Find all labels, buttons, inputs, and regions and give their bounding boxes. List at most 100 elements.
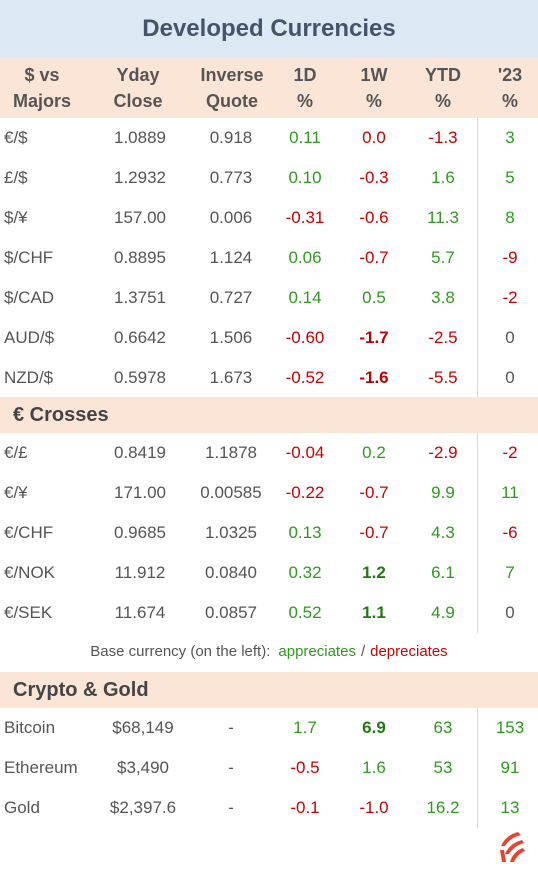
cell-y23: 5	[505, 168, 515, 187]
cell-pair: €/NOK	[4, 563, 56, 582]
col-header-ytd: YTD %	[418, 64, 468, 112]
cell-w1: 0.5	[362, 288, 386, 307]
cell-d1: -0.04	[285, 443, 325, 462]
col-header-ytd-line2: %	[434, 91, 451, 111]
cell-d1: -0.22	[285, 483, 325, 502]
cell-close: $68,149	[112, 718, 174, 737]
cell-ytd: 3.8	[431, 288, 455, 307]
cell-d1: 0.10	[288, 168, 322, 187]
cell-close: $2,397.6	[109, 798, 177, 817]
cell-pair: Ethereum	[4, 758, 78, 777]
col-header-2023-line1: '23	[497, 65, 523, 85]
title-bar: Developed Currencies	[0, 0, 538, 58]
cell-inverse: 0.918	[209, 128, 253, 147]
cell-w1: 6.9	[362, 718, 386, 737]
cell-pair: Bitcoin	[4, 718, 56, 737]
cell-y23: 13	[500, 798, 520, 817]
cell-close: $3,490	[117, 758, 169, 777]
table-row: €/SEK 11.674 0.0857 0.52 1.1 4.9 0	[0, 593, 538, 633]
cell-w1: -0.3	[359, 168, 389, 187]
cell-close: 1.0889	[114, 128, 166, 147]
cell-w1: -0.7	[359, 483, 389, 502]
cell-w1: 0.2	[362, 443, 386, 462]
col-header-yday-line1: Yday	[116, 65, 160, 85]
cell-pair: €/SEK	[4, 603, 53, 622]
cell-w1: 1.2	[362, 563, 386, 582]
cell-close: 0.6642	[114, 328, 166, 347]
cell-ytd: 16.2	[426, 798, 460, 817]
cell-w1: -1.0	[359, 798, 389, 817]
table-row: €/$ 1.0889 0.918 0.11 0.0 -1.3 3	[0, 118, 538, 158]
cell-ytd: 9.9	[431, 483, 455, 502]
col-header-1w-line1: 1W	[360, 65, 388, 85]
col-header-1d-line1: 1D	[293, 65, 317, 85]
color-legend: Base currency (on the left): appreciates…	[0, 636, 538, 666]
col-header-inverse-line2: Quote	[206, 91, 258, 111]
table-row: €/NOK 11.912 0.0840 0.32 1.2 6.1 7	[0, 553, 538, 593]
cell-y23: -6	[502, 523, 518, 542]
cell-d1: 1.7	[293, 718, 317, 737]
cell-w1: -0.7	[359, 523, 389, 542]
cell-d1: -0.1	[290, 798, 320, 817]
legend-depreciates: depreciates	[370, 642, 448, 660]
table-row: NZD/$ 0.5978 1.673 -0.52 -1.6 -5.5 0	[0, 358, 538, 398]
legend-appreciates: appreciates	[278, 642, 356, 660]
cell-pair: $/CHF	[4, 248, 54, 267]
table-row: $/¥ 157.00 0.006 -0.31 -0.6 11.3 8	[0, 198, 538, 238]
crypto-section-title: Crypto & Gold	[13, 678, 149, 701]
cell-d1: 0.52	[288, 603, 322, 622]
cell-y23: -2	[502, 443, 518, 462]
cell-ytd: -2.5	[428, 328, 458, 347]
cell-close: 0.9685	[114, 523, 166, 542]
cell-inverse: 0.0840	[205, 563, 257, 582]
cell-pair: $/CAD	[4, 288, 55, 307]
cell-y23: 11	[501, 483, 519, 502]
legend-separator: /	[360, 642, 366, 660]
table-row: AUD/$ 0.6642 1.506 -0.60 -1.7 -2.5 0	[0, 318, 538, 358]
cell-w1: 1.6	[362, 758, 386, 777]
col-header-2023: '23 %	[488, 64, 532, 112]
cell-inverse: -	[228, 758, 234, 777]
cell-close: 157.00	[114, 208, 166, 227]
cell-close: 1.3751	[114, 288, 166, 307]
table-row: Ethereum $3,490 - -0.5 1.6 53 91	[0, 748, 538, 788]
col-header-1d-line2: %	[296, 91, 313, 111]
cell-w1: 0.0	[362, 128, 386, 147]
cell-d1: 0.14	[288, 288, 322, 307]
cell-inverse: 0.006	[209, 208, 253, 227]
legend-text: Base currency (on the left):	[90, 642, 271, 660]
cell-ytd: -1.3	[428, 128, 458, 147]
table-row: £/$ 1.2932 0.773 0.10 -0.3 1.6 5	[0, 158, 538, 198]
cell-ytd: -5.5	[428, 368, 458, 387]
cell-inverse: -	[228, 718, 234, 737]
col-header-pair: $ vs Majors	[4, 64, 80, 112]
cell-d1: -0.5	[290, 758, 320, 777]
cell-inverse: 1.0325	[205, 523, 257, 542]
cell-w1: 1.1	[362, 603, 386, 622]
cell-close: 171.00	[114, 483, 166, 502]
cell-ytd: 63	[433, 718, 453, 737]
cell-ytd: 53	[433, 758, 453, 777]
cell-inverse: -	[228, 798, 234, 817]
cell-d1: 0.06	[288, 248, 322, 267]
col-header-yday: Yday Close	[104, 64, 172, 112]
cell-d1: -0.60	[285, 328, 325, 347]
cell-pair: €/¥	[4, 483, 28, 502]
table-row: €/CHF 0.9685 1.0325 0.13 -0.7 4.3 -6	[0, 513, 538, 553]
table-row: €/¥ 171.00 0.00585 -0.22 -0.7 9.9 11	[0, 473, 538, 513]
col-header-1w: 1W %	[349, 64, 399, 112]
cell-inverse: 0.727	[209, 288, 253, 307]
cell-y23: 0	[505, 368, 515, 387]
cell-d1: -0.31	[285, 208, 325, 227]
cell-close: 0.8895	[114, 248, 166, 267]
cell-y23: 8	[505, 208, 515, 227]
table-row: €/£ 0.8419 1.1878 -0.04 0.2 -2.9 -2	[0, 433, 538, 473]
cell-w1: -0.6	[359, 208, 389, 227]
cell-pair: AUD/$	[4, 328, 55, 347]
cell-close: 0.8419	[114, 443, 166, 462]
cell-pair: €/$	[4, 128, 28, 147]
cell-inverse: 1.1878	[205, 443, 257, 462]
cell-ytd: -2.9	[428, 443, 458, 462]
cell-y23: 3	[505, 128, 515, 147]
cell-ytd: 6.1	[431, 563, 455, 582]
